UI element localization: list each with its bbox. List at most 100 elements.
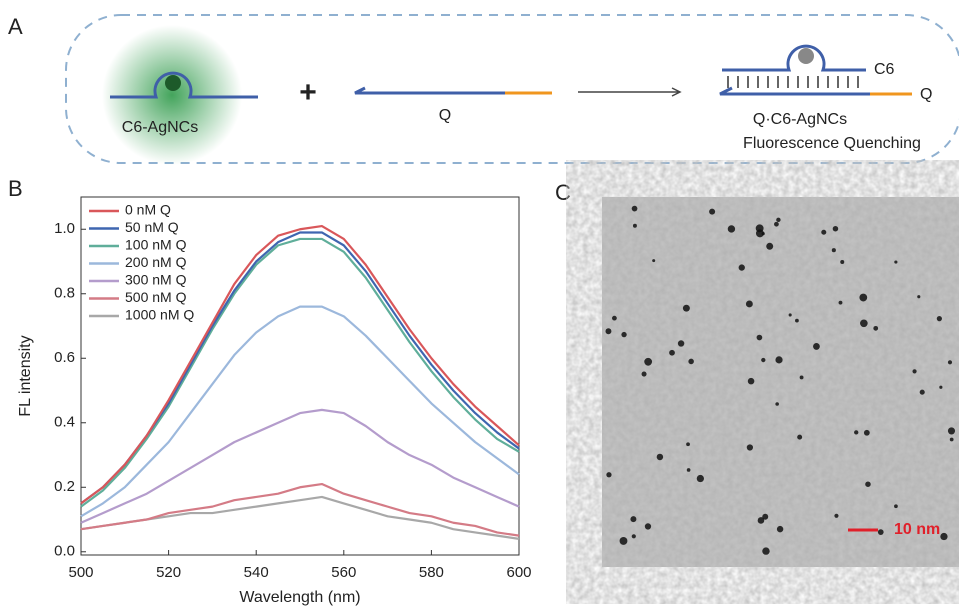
scheme-text: Fluorescence Quenching	[743, 135, 921, 152]
particle	[709, 208, 716, 215]
particle	[831, 248, 836, 253]
nanocluster	[165, 75, 181, 91]
y-tick-label: 0.2	[54, 478, 75, 495]
y-tick-label: 0.0	[54, 543, 75, 560]
x-tick-label: 560	[331, 564, 356, 581]
y-tick-label: 1.0	[54, 220, 75, 237]
particle	[656, 453, 664, 461]
y-tick-label: 0.6	[54, 349, 75, 366]
particle	[834, 513, 839, 518]
legend-label: 300 nM Q	[125, 272, 187, 288]
series-line	[80, 224, 520, 505]
scheme-text: Q	[920, 86, 932, 103]
y-tick-label: 0.4	[54, 414, 75, 431]
particle	[873, 325, 879, 331]
fluorescence-glow	[102, 25, 242, 165]
particle	[756, 334, 763, 341]
dna-strand	[110, 71, 258, 99]
particle	[859, 293, 868, 302]
series-line	[80, 237, 520, 508]
dna-strand	[719, 86, 870, 96]
particle	[947, 427, 956, 435]
tem-texture	[602, 197, 959, 567]
particle	[775, 356, 783, 364]
particle	[860, 319, 868, 328]
particle	[775, 402, 779, 406]
scheme-text: +	[299, 76, 317, 109]
particle	[766, 242, 774, 250]
legend-label: 0 nM Q	[125, 202, 171, 218]
panel-label: C	[555, 180, 571, 205]
scheme-text: C6	[874, 61, 895, 78]
x-tick-label: 520	[156, 564, 181, 581]
particle	[686, 468, 691, 472]
particle	[940, 532, 948, 541]
dna-strand	[722, 44, 866, 72]
particle	[631, 534, 636, 539]
particle	[838, 300, 843, 305]
legend-label: 100 nM Q	[125, 237, 187, 253]
particle	[755, 224, 764, 233]
particle	[762, 513, 769, 520]
particle	[894, 260, 898, 264]
particle	[605, 328, 612, 335]
scheme-box	[65, 14, 959, 164]
x-tick-label: 600	[506, 564, 531, 581]
scale-bar-label: 10 nm	[894, 521, 940, 538]
scheme-text: C6-AgNCs	[122, 119, 198, 136]
chart: 0.0 0.2 0.4 0.6 0.8 1.0 500 520 540 560 580 600 Wave…	[17, 196, 532, 606]
particle	[821, 229, 827, 235]
particle	[686, 442, 690, 447]
scheme-text: Q·C6-AgNCs	[753, 111, 847, 128]
particle	[813, 343, 820, 350]
particle	[682, 304, 690, 312]
particle	[612, 315, 617, 321]
dna-strand	[354, 86, 505, 95]
panel-label: B	[8, 176, 23, 201]
plot-frame	[80, 196, 520, 556]
particle	[677, 340, 685, 347]
particle	[947, 360, 953, 365]
particle	[631, 205, 638, 212]
particle	[788, 313, 792, 317]
particle	[917, 295, 921, 299]
base-pairs	[727, 76, 859, 88]
particle	[863, 429, 870, 436]
particle	[641, 371, 647, 377]
particle	[632, 223, 637, 228]
legend-label: 200 nM Q	[125, 254, 187, 270]
particle	[776, 525, 784, 533]
particle	[797, 434, 803, 440]
legend-label: 1000 nM Q	[125, 307, 194, 323]
particle	[854, 430, 859, 435]
x-tick-label: 580	[419, 564, 444, 581]
x-axis-label: Wavelength (nm)	[239, 589, 360, 606]
series-line	[80, 408, 520, 524]
particle	[865, 481, 871, 487]
particle	[621, 331, 627, 338]
particle	[727, 225, 736, 233]
nanocluster	[798, 48, 814, 64]
particle	[776, 217, 781, 223]
particle	[630, 516, 637, 523]
series-line	[80, 482, 520, 537]
particle	[746, 444, 753, 451]
particle	[832, 225, 839, 232]
y-axis-label: FL intensity	[17, 335, 34, 416]
scheme-text: Q	[439, 107, 451, 124]
particle	[688, 358, 694, 365]
series-line	[80, 495, 520, 540]
y-tick-label: 0.8	[54, 285, 75, 302]
particle	[757, 517, 765, 524]
tem-particles	[605, 205, 956, 555]
particle	[912, 369, 917, 374]
particle	[696, 474, 704, 483]
x-tick-label: 540	[244, 564, 269, 581]
particle	[919, 389, 925, 395]
particle	[619, 537, 628, 545]
particle	[939, 385, 943, 389]
particle	[747, 377, 755, 385]
particle	[949, 437, 954, 442]
legend-label: 500 nM Q	[125, 289, 187, 305]
particle	[936, 316, 942, 322]
